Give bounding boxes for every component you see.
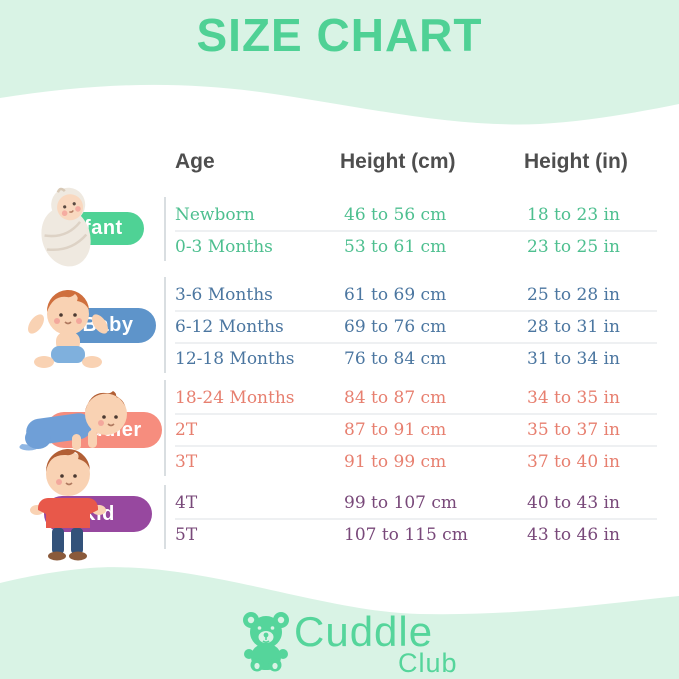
group-rule-toddler [164,380,166,476]
group-rule-infant [164,197,166,261]
table-header: Age Height (cm) Height (in) [0,148,679,176]
height-cm-cell: 61 to 69 cm [344,285,447,305]
height-in-cell: 35 to 37 in [527,420,620,440]
row-divider [175,518,657,520]
height-in-cell: 43 to 46 in [527,525,620,545]
column-header-age: Age [175,150,215,173]
standing-kid-illustration [30,448,106,561]
brand-logo: Cuddle Club [0,606,679,679]
column-header-height-in: Height (in) [524,150,628,173]
table-row: 6-12 Months 69 to 76 cm 28 to 31 in [0,311,679,343]
table-row: 4T 99 to 107 cm 40 to 43 in [0,487,679,519]
height-cm-cell: 76 to 84 cm [344,349,447,369]
age-cell: 3-6 Months [175,285,273,305]
height-in-cell: 40 to 43 in [527,493,620,513]
height-in-cell: 23 to 25 in [527,237,620,257]
height-cm-cell: 53 to 61 cm [344,237,447,257]
height-cm-cell: 99 to 107 cm [344,493,457,513]
height-cm-cell: 69 to 76 cm [344,317,447,337]
age-cell: 2T [175,420,198,440]
age-cell: 6-12 Months [175,317,284,337]
height-in-cell: 28 to 31 in [527,317,620,337]
age-cell: 3T [175,452,198,472]
teddy-bear-icon [243,612,289,672]
height-cm-cell: 107 to 115 cm [344,525,468,545]
table-row: 2T 87 to 91 cm 35 to 37 in [0,414,679,446]
table-row: 3-6 Months 61 to 69 cm 25 to 28 in [0,279,679,311]
table-row: Newborn 46 to 56 cm 18 to 23 in [0,199,679,231]
table-row: 12-18 Months 76 to 84 cm 31 to 34 in [0,343,679,375]
height-in-cell: 18 to 23 in [527,205,620,225]
crawling-toddler-illustration [19,391,127,451]
age-cell: 4T [175,493,198,513]
height-in-cell: 37 to 40 in [527,452,620,472]
row-divider [175,230,657,232]
brand-name-line1: Cuddle [294,608,434,655]
age-cell: 12-18 Months [175,349,295,369]
swaddled-infant-illustration [41,187,91,267]
sitting-baby-illustration [28,289,108,368]
table-row: 5T 107 to 115 cm 43 to 46 in [0,519,679,551]
height-cm-cell: 84 to 87 cm [344,388,447,408]
table-row: 18-24 Months 84 to 87 cm 34 to 35 in [0,382,679,414]
age-cell: 18-24 Months [175,388,295,408]
height-cm-cell: 91 to 99 cm [344,452,447,472]
height-cm-cell: 87 to 91 cm [344,420,447,440]
column-header-height-cm: Height (cm) [340,150,456,173]
row-divider [175,413,657,415]
height-in-cell: 25 to 28 in [527,285,620,305]
age-cell: 0-3 Months [175,237,273,257]
row-divider [175,445,657,447]
group-rule-baby [164,277,166,373]
brand-name-line2: Club [398,648,458,678]
height-cm-cell: 46 to 56 cm [344,205,447,225]
page-title: SIZE CHART [196,9,483,61]
age-cell: Newborn [175,205,255,225]
table-row: 3T 91 to 99 cm 37 to 40 in [0,446,679,478]
table-row: 0-3 Months 53 to 61 cm 23 to 25 in [0,231,679,263]
group-rule-kid [164,485,166,549]
age-cell: 5T [175,525,198,545]
height-in-cell: 34 to 35 in [527,388,620,408]
row-divider [175,310,657,312]
height-in-cell: 31 to 34 in [527,349,620,369]
row-divider [175,342,657,344]
